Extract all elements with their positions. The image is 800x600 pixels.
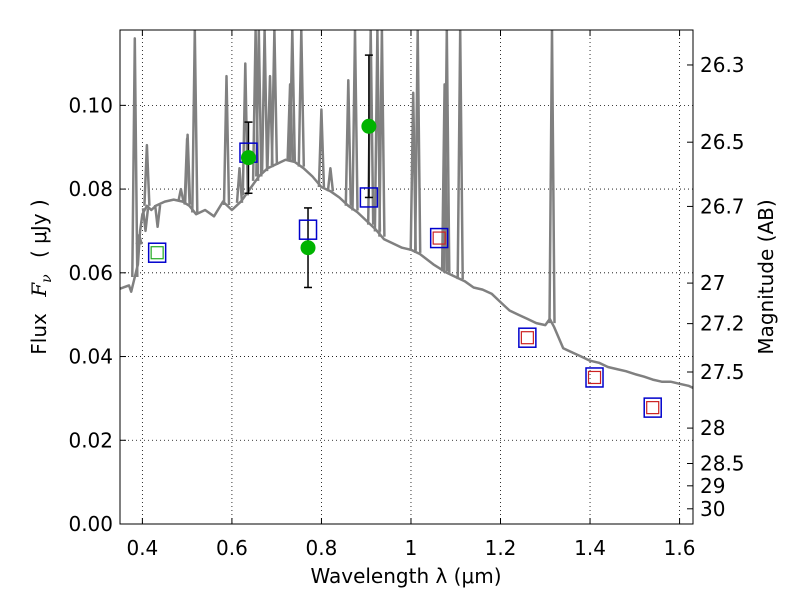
mag-tick-label: 30 xyxy=(700,497,725,521)
emission-line xyxy=(255,30,263,177)
y-tick-label: 0.04 xyxy=(68,345,113,369)
red-inner-square xyxy=(432,231,446,245)
y-axis-left-label-prefix: Flux xyxy=(27,313,51,355)
red-inner-square xyxy=(587,370,602,385)
mag-tick-label: 29 xyxy=(700,474,725,498)
emission-line xyxy=(191,30,199,213)
emission-line xyxy=(413,30,422,253)
model-continuum-line xyxy=(120,158,693,390)
emission-line xyxy=(326,166,335,192)
model-photometry-square xyxy=(298,219,318,240)
model-photometry-square xyxy=(147,242,167,263)
emission-line xyxy=(443,30,451,273)
plot-frame xyxy=(119,29,694,525)
mag-tick-label: 27.2 xyxy=(700,312,745,336)
axis-ticks: 0.4 0.6 0.8 1 1.2 1.4 1.6 0.00 0.02 0.04 0.06 0.08 0… xyxy=(68,30,745,560)
y-tick-label: 0.00 xyxy=(68,512,113,536)
emission-line xyxy=(378,30,386,237)
y-axis-left-label-symbol: F xyxy=(27,282,51,298)
emission-line xyxy=(143,143,151,206)
model-photometry-square xyxy=(643,397,662,418)
emission-line xyxy=(235,166,244,203)
grid-lines xyxy=(120,30,693,525)
model-photometry-square xyxy=(429,227,449,249)
emission-line xyxy=(351,30,359,211)
emission-line xyxy=(440,83,449,272)
emission-line xyxy=(141,208,150,233)
mag-tick-label: 26.3 xyxy=(700,53,745,77)
x-tick-label: 1.4 xyxy=(574,536,606,560)
emission-line xyxy=(344,78,353,206)
x-axis-label: Wavelength λ (μm) xyxy=(310,564,501,588)
emission-line xyxy=(456,30,464,280)
mag-tick-label: 27 xyxy=(700,271,725,295)
y-axis-left-label-unit: ( μJy ) xyxy=(27,199,51,258)
x-tick-label: 0.6 xyxy=(216,536,248,560)
mag-tick-label: 27.5 xyxy=(700,360,745,384)
observed-flux-point xyxy=(300,240,316,256)
x-tick-label: 0.4 xyxy=(126,536,158,560)
model-photometry-square xyxy=(359,187,379,208)
emission-line xyxy=(241,62,250,196)
y-tick-label: 0.06 xyxy=(68,261,113,285)
emission-line xyxy=(131,37,139,278)
emission-line xyxy=(548,30,556,324)
y-tick-label: 0.08 xyxy=(68,177,113,201)
y-axis-left-label-sub: ν xyxy=(39,274,55,283)
model-photometry-square xyxy=(585,367,604,388)
emission-line xyxy=(288,30,297,162)
red-inner-square xyxy=(646,401,660,415)
observed-flux-point xyxy=(240,150,256,166)
emission-line xyxy=(222,74,231,206)
x-tick-label: 1.6 xyxy=(664,536,696,560)
emission-line xyxy=(135,233,143,245)
y-axis-left-label: Flux Fν ( μJy ) xyxy=(27,199,56,354)
emission-line xyxy=(270,30,279,166)
x-tick-label: 0.8 xyxy=(306,536,338,560)
emission-line xyxy=(297,30,306,167)
plot-area xyxy=(120,30,693,418)
model-photometry-square xyxy=(518,327,537,348)
mag-tick-label: 28.5 xyxy=(700,451,745,475)
x-tick-label: 1 xyxy=(405,536,418,560)
emission-line xyxy=(260,30,269,172)
model-spectrum xyxy=(120,30,693,390)
green-inner-square xyxy=(150,246,164,260)
photometry-markers xyxy=(147,54,662,418)
emission-line xyxy=(183,133,192,205)
emission-line xyxy=(153,204,162,229)
emission-line xyxy=(177,187,185,202)
mag-tick-label: 28 xyxy=(700,416,725,440)
y-tick-label: 0.10 xyxy=(68,93,113,117)
y-axis-right-label: Magnitude (AB) xyxy=(754,199,778,354)
x-tick-label: 1.2 xyxy=(485,536,517,560)
observed-flux-point xyxy=(361,118,377,134)
mag-tick-label: 26.5 xyxy=(700,130,745,154)
red-inner-square xyxy=(520,331,534,345)
emission-line xyxy=(317,108,326,188)
mag-tick-label: 26.7 xyxy=(700,194,745,218)
y-tick-label: 0.02 xyxy=(68,428,113,452)
